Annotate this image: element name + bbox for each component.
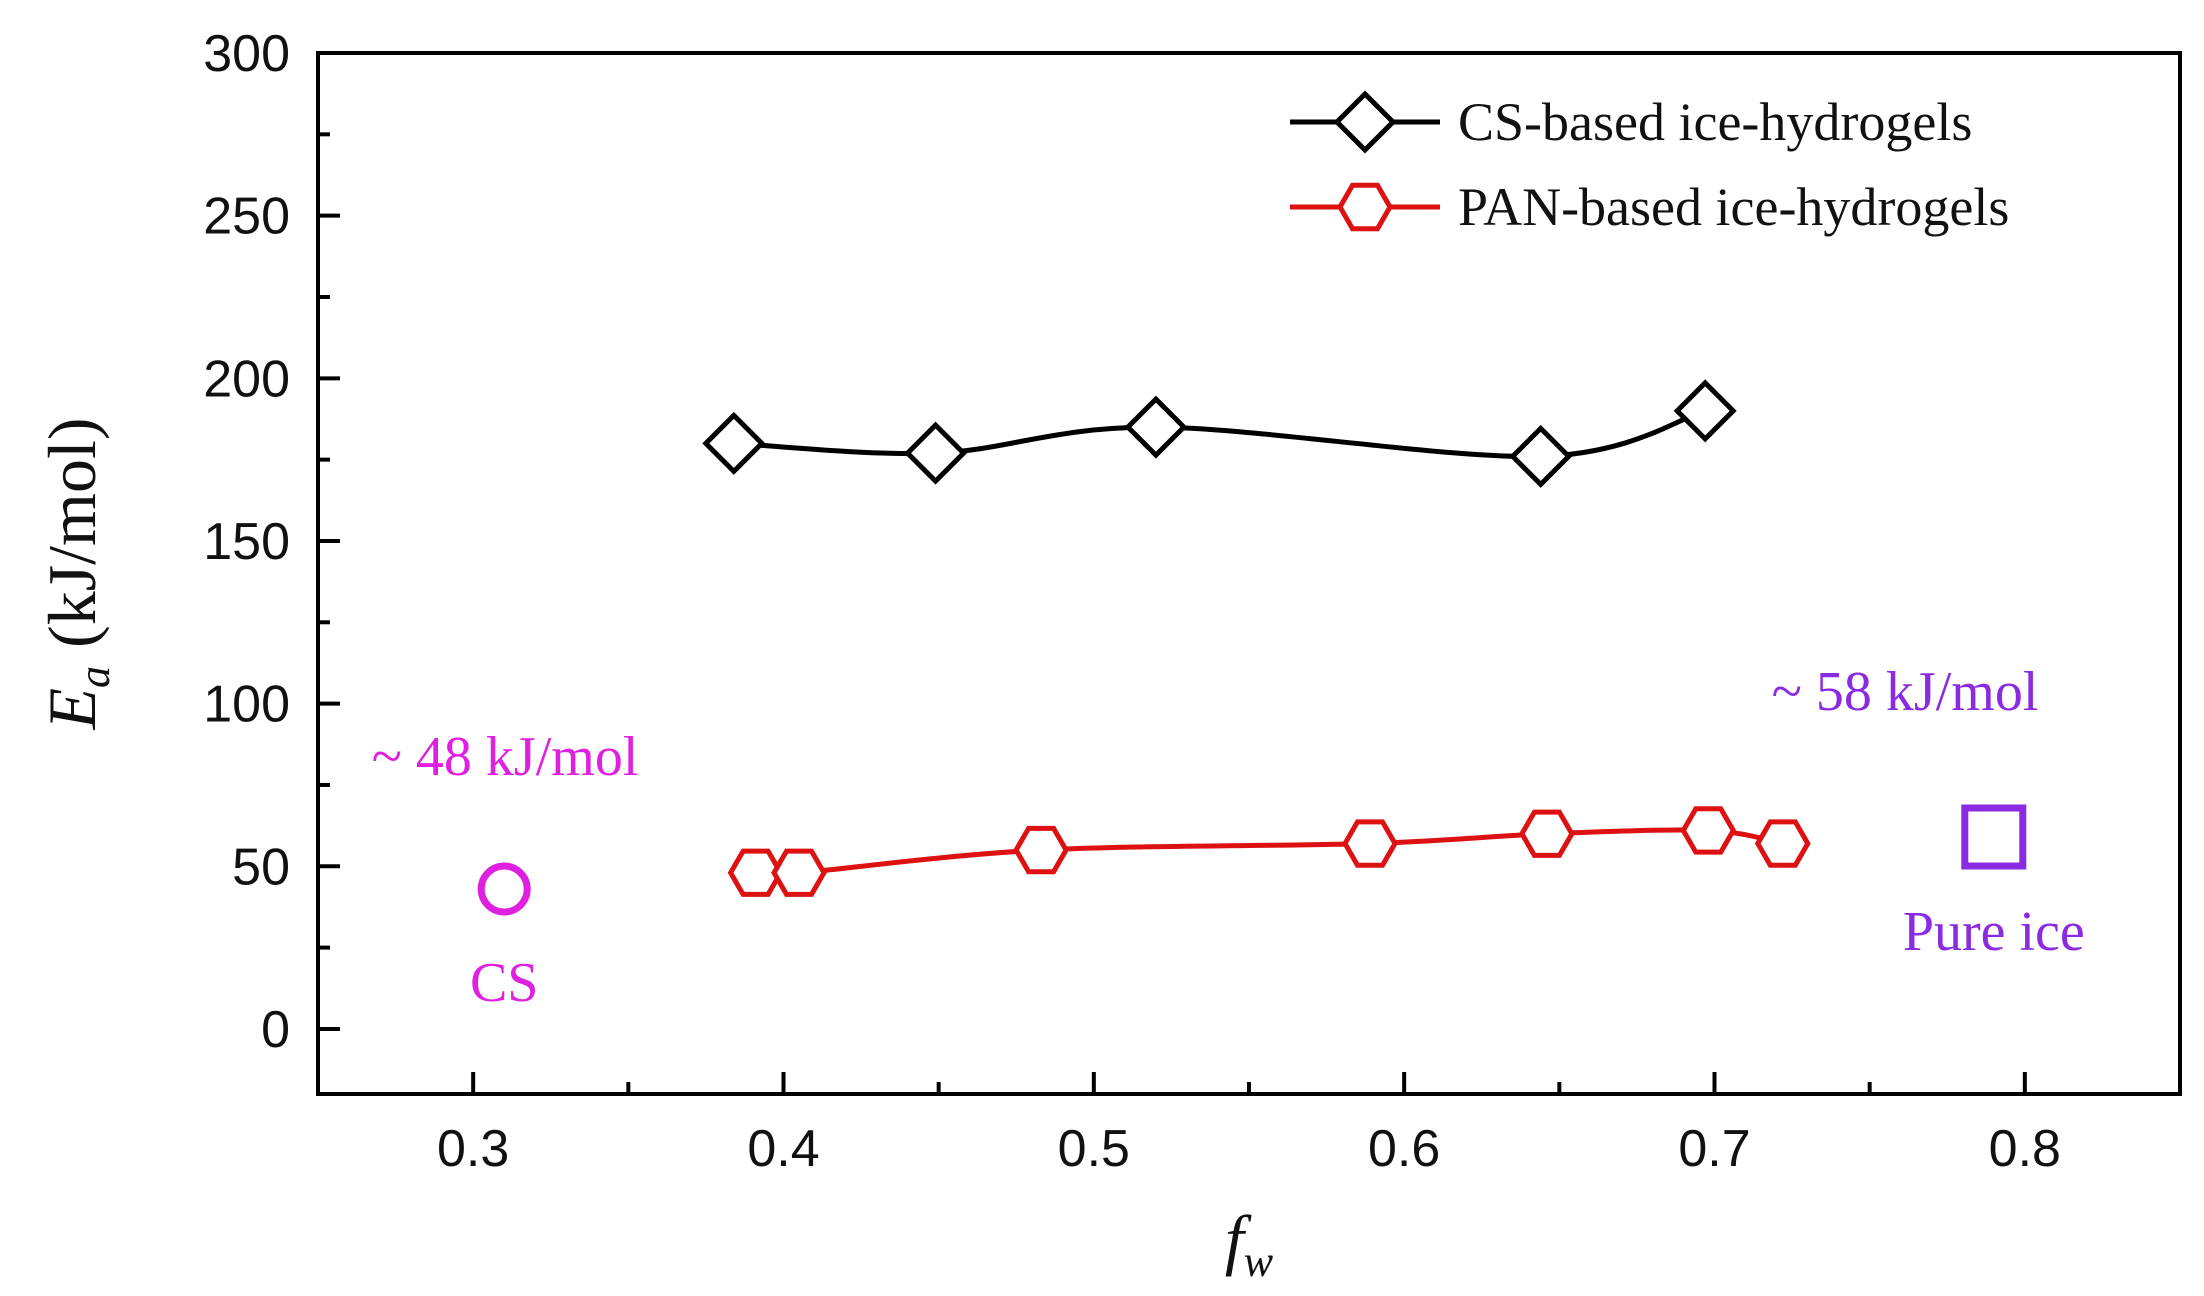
series-1-point xyxy=(1680,806,1737,855)
y-tick-label: 150 xyxy=(203,513,290,571)
x-axis-title: fw xyxy=(1225,1201,1274,1286)
series-1-point xyxy=(771,848,827,897)
x-axis-title-sub: w xyxy=(1244,1237,1274,1286)
legend-label: PAN-based ice-hydrogels xyxy=(1458,177,2009,237)
series-0-point xyxy=(1124,395,1188,459)
reference-label: CS xyxy=(470,952,539,1014)
x-tick-label: 0.3 xyxy=(437,1120,509,1178)
y-axis-title-unit: (kJ/mol) xyxy=(34,418,110,648)
x-tick-label: 0.7 xyxy=(1678,1120,1750,1178)
series-layer xyxy=(702,379,1811,897)
legend-marker xyxy=(1333,90,1397,154)
y-axis-title-sub: a xyxy=(70,666,119,688)
axes: 0.3 0.4 0.5 0.6 0.7 0.8 0 50 100 150 200 250 300 xyxy=(203,25,2182,1178)
reference-annotation: ~ 48 kJ/mol xyxy=(372,726,639,788)
series-1-point xyxy=(1754,819,1811,868)
series-0-point xyxy=(904,421,968,485)
x-tick-label: 0.6 xyxy=(1368,1120,1440,1178)
legend-marker xyxy=(1337,182,1393,232)
x-tick-label: 0.8 xyxy=(1989,1120,2061,1178)
series-0-point xyxy=(1673,379,1737,443)
y-tick-label: 200 xyxy=(203,350,290,408)
x-tick-label: 0.4 xyxy=(747,1120,819,1178)
reference-label: Pure ice xyxy=(1903,901,2085,963)
series-1-point xyxy=(1013,825,1069,875)
x-tick-label: 0.5 xyxy=(1058,1120,1130,1178)
y-tick-label: 300 xyxy=(203,25,290,83)
series-0-point xyxy=(1509,424,1573,488)
reference-point-1 xyxy=(1961,804,2027,870)
reference-point-0 xyxy=(477,862,531,916)
y-tick-label: 100 xyxy=(203,676,290,734)
y-tick-label: 250 xyxy=(203,188,290,246)
series-1-point xyxy=(727,848,784,897)
legend: CS-based ice-hydrogels PAN-based ice-hydr… xyxy=(1290,90,2009,237)
legend-label: CS-based ice-hydrogels xyxy=(1458,92,1972,152)
series-1-point xyxy=(1519,809,1575,858)
y-axis-title-main: E xyxy=(34,688,110,731)
series-line-1 xyxy=(755,827,1784,877)
y-tick-label: 0 xyxy=(261,1001,290,1059)
y-tick-label: 50 xyxy=(232,838,290,896)
y-axis-title: Ea (kJ/mol) xyxy=(34,418,119,731)
series-0-point xyxy=(702,411,766,475)
series-1-point xyxy=(1342,819,1398,868)
reference-annotation: ~ 58 kJ/mol xyxy=(1772,661,2039,723)
reference-layer: CS ~ 48 kJ/mol Pure ice ~ 58 kJ/mol xyxy=(372,661,2085,1014)
